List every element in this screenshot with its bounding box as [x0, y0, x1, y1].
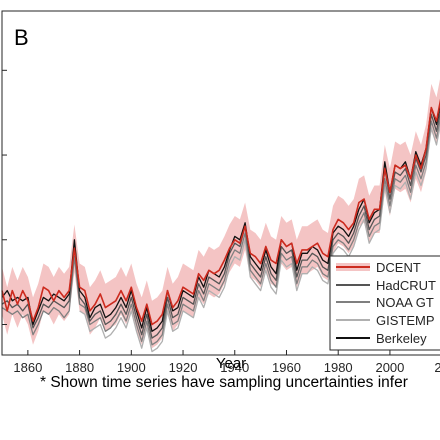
legend-label-dcent: DCENT: [376, 260, 421, 275]
tick-layer: [2, 69, 391, 355]
legend-item-noaa: NOAA GT: [336, 295, 434, 310]
x-tick-label-layer: 1860 1880 1900 1920 1940 1960 1980 2000 20: [13, 360, 440, 375]
x-axis-title: Year: [216, 355, 246, 372]
legend-label-berkeley: Berkeley: [376, 331, 427, 346]
panel-label: B: [14, 25, 29, 50]
x-tick-label-1920: 1920: [169, 360, 198, 375]
plot-frame: [1, 10, 440, 356]
legend-label-noaa: NOAA GT: [376, 295, 434, 310]
x-tick-label-1880: 1880: [65, 360, 94, 375]
series-line-dcent: [1, 98, 440, 326]
x-tick-label-1860: 1860: [13, 360, 42, 375]
uncertainty-band-dcent: [2, 79, 440, 349]
legend: DCENT HadCRUT NOAA GT GISTEMP Berkeley: [329, 255, 440, 351]
legend-item-hadcrut: HadCRUT: [336, 278, 436, 293]
series-layer: [1, 98, 440, 353]
x-tick-label-2000: 2000: [375, 360, 404, 375]
legend-item-dcent: DCENT: [336, 260, 421, 275]
x-tick-label-1980: 1980: [324, 360, 353, 375]
legend-label-hadcrut: HadCRUT: [376, 278, 436, 293]
x-tick-label-1900: 1900: [117, 360, 146, 375]
series-line-noaa-gt: [1, 116, 440, 346]
x-tick-label-2020: 20: [434, 360, 440, 375]
footnote: * Shown time series have sampling uncert…: [40, 374, 408, 391]
x-tick-label-1940: 1940: [220, 360, 249, 375]
legend-item-gistemp: GISTEMP: [336, 313, 435, 328]
series-line-gistemp: [79, 123, 440, 353]
x-tick-label-1960: 1960: [272, 360, 301, 375]
legend-label-gistemp: GISTEMP: [376, 313, 435, 328]
legend-item-berkeley: Berkeley: [336, 331, 427, 346]
uncertainty-band-layer: [2, 79, 440, 349]
